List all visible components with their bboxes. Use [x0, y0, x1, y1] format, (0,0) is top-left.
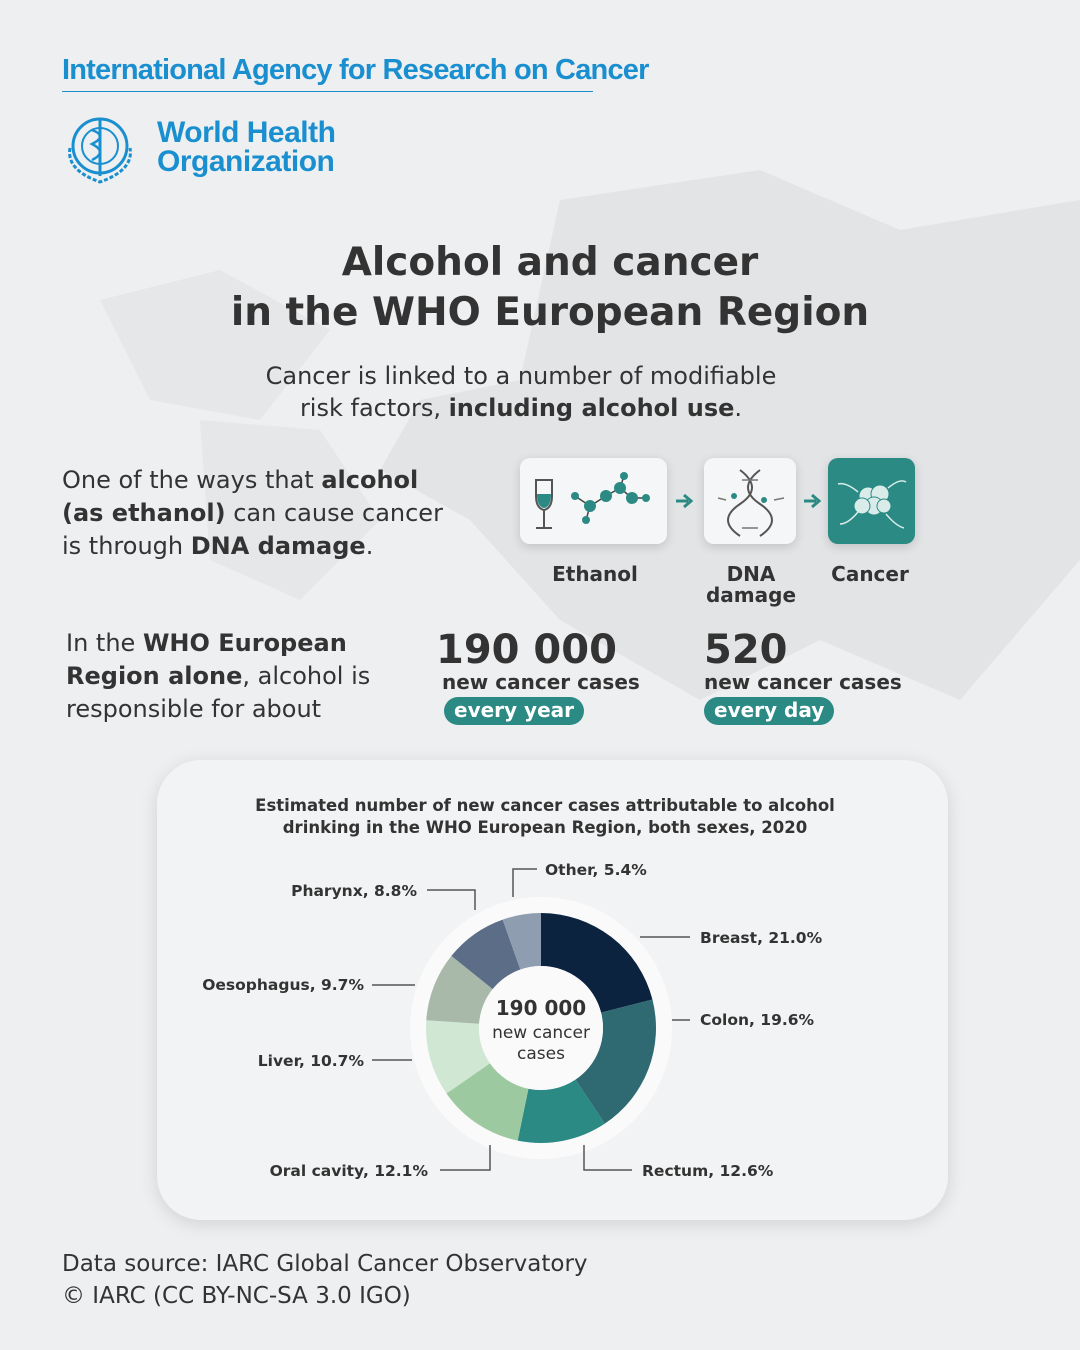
step-label: DNA damage — [681, 564, 821, 606]
text-line: (as ethanol) can cause cancer — [62, 497, 443, 530]
chart-title: Estimated number of new cancer cases att… — [255, 796, 835, 815]
leader-line — [512, 868, 537, 897]
text-run: Cancer is linked to a number of modifiab… — [265, 362, 777, 390]
segment-label: Oral cavity, 12.1% — [270, 1162, 429, 1180]
segment-label: Liver, 10.7% — [258, 1052, 365, 1070]
segment-label: Colon, 19.6% — [700, 1011, 815, 1029]
text-run: responsible for about — [66, 695, 322, 723]
text-line: responsible for about — [66, 693, 370, 726]
text-run: including alcohol use — [448, 394, 735, 422]
stat-value: 190 000 — [436, 627, 617, 673]
donut-segment — [446, 1063, 529, 1141]
donut-segment — [502, 913, 541, 970]
stat: 520 new cancer cases every day — [704, 630, 902, 725]
title-line: Alcohol and cancer — [341, 240, 759, 285]
text-run: DNA damage — [190, 532, 366, 560]
icon — [837, 480, 907, 529]
text-line: One of the ways that alcohol — [62, 464, 443, 497]
text-run: WHO European — [142, 629, 347, 657]
title-line: in the WHO European Region — [230, 290, 870, 335]
title: Alcohol and cancer in the WHO European R… — [0, 238, 1080, 338]
label-line: Ethanol — [552, 562, 638, 586]
text-line: Cancer is linked to a number of modifiab… — [0, 360, 1042, 392]
text-run: , alcohol is — [242, 662, 371, 690]
text-run: . — [365, 532, 374, 560]
text-run: One of the ways that — [62, 466, 322, 494]
stat-period: every day — [704, 697, 835, 725]
label-line: damage — [705, 583, 797, 607]
burden: In the WHO European Region alone, alcohol… — [66, 627, 370, 726]
segment-label: Other, 5.4% — [545, 861, 647, 879]
center-label: cases — [517, 1044, 565, 1064]
step-label: Ethanol — [525, 564, 665, 585]
footer-line: Data source: IARC Global Cancer Observat… — [62, 1251, 588, 1277]
step-label: Cancer — [800, 564, 940, 585]
donut-segment — [451, 919, 521, 990]
donut-segment — [575, 999, 656, 1124]
text-line: In the WHO European — [66, 627, 370, 660]
stat-text: new cancer cases — [442, 670, 640, 694]
donut-segment — [541, 913, 653, 1013]
label-line: Cancer — [831, 562, 909, 586]
segment-label: Rectum, 12.6% — [642, 1162, 774, 1180]
org-line: World Health — [157, 116, 336, 149]
text-run: . — [734, 394, 743, 422]
who-logo — [68, 117, 132, 184]
segment-label: Pharynx, 8.8% — [291, 882, 417, 900]
text-line: is through DNA damage. — [62, 530, 443, 563]
center-label: 190 000 — [496, 996, 586, 1020]
leader-line — [440, 1145, 491, 1171]
stat-value: 520 — [704, 627, 788, 673]
stat: 190 000 new cancer cases every year — [436, 630, 640, 725]
leader-line — [583, 1145, 632, 1171]
icon — [717, 469, 785, 537]
dna-icon — [704, 458, 796, 544]
stat-text: new cancer cases — [704, 670, 902, 694]
text-line: Region alone, alcohol is — [66, 660, 370, 693]
stat-period: every year — [444, 697, 584, 725]
donut-segment — [426, 955, 493, 1024]
label-line: DNA — [726, 562, 776, 586]
cancer-icon — [828, 458, 915, 544]
arrow — [676, 493, 694, 509]
footer: Data source: IARC Global Cancer Observat… — [62, 1248, 588, 1312]
org-name: World Health Organization — [157, 116, 336, 178]
text-run: risk factors, — [299, 394, 449, 422]
donut-hole — [479, 966, 603, 1090]
text-run: (as ethanol) — [62, 499, 226, 527]
segment-label: Breast, 21.0% — [700, 929, 823, 947]
segment-label: Oesophagus, 9.7% — [202, 976, 364, 994]
icon — [535, 472, 650, 529]
ethanol-icon — [520, 458, 667, 544]
arrow — [804, 493, 822, 509]
text-run: is through — [62, 532, 191, 560]
agency-name: International Agency for Research on Can… — [62, 54, 649, 92]
footer-line: © IARC (CC BY-NC-SA 3.0 IGO) — [62, 1283, 411, 1309]
intro: Cancer is linked to a number of modifiab… — [0, 360, 1042, 424]
chart-title: drinking in the WHO European Region, bot… — [283, 818, 807, 837]
mechanism: One of the ways that alcohol (as ethanol)… — [62, 464, 443, 563]
org-line: Organization — [157, 145, 335, 178]
text-run: alcohol — [321, 466, 419, 494]
text-run: In the — [66, 629, 143, 657]
donut-segment — [517, 1079, 605, 1143]
center-label: new cancer — [492, 1023, 590, 1043]
text-run: can cause cancer — [225, 499, 443, 527]
text-run: Region alone — [66, 662, 243, 690]
leader-line — [427, 889, 476, 910]
text-line: risk factors, including alcohol use. — [0, 392, 1042, 424]
donut-segment — [426, 1020, 491, 1094]
